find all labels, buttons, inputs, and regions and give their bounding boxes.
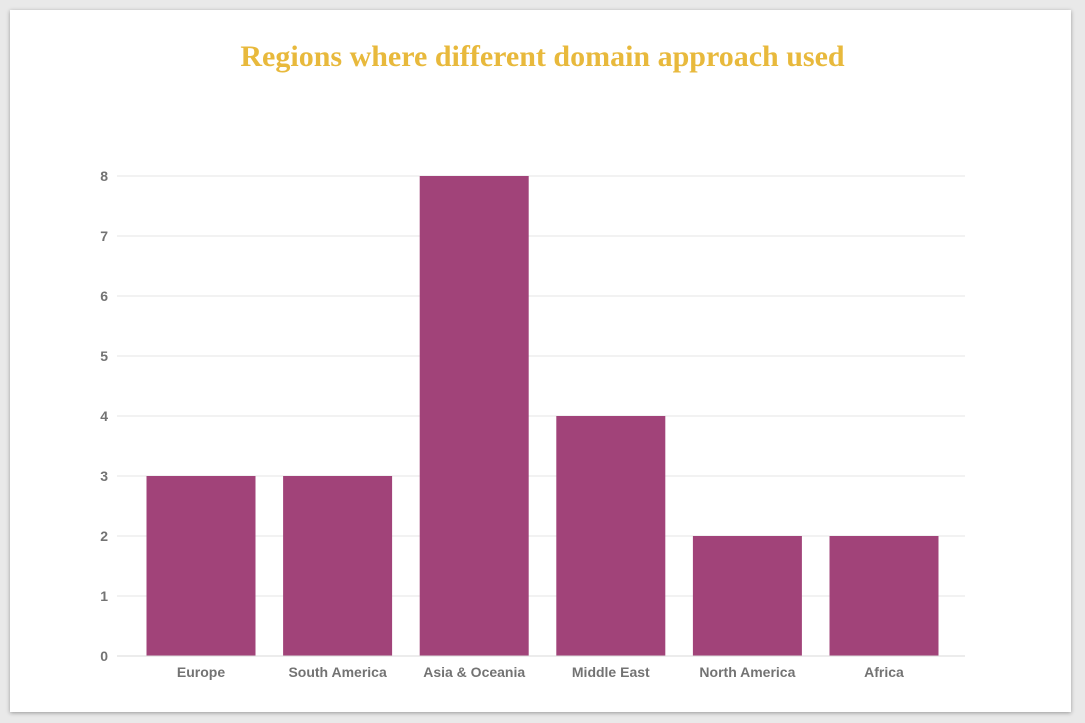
bar[interactable] <box>692 536 802 656</box>
y-tick-label: 1 <box>100 588 108 604</box>
y-tick-label: 0 <box>100 648 108 664</box>
x-axis: Europe South America Asia & Oceania Middle … <box>117 655 965 680</box>
bar[interactable] <box>283 476 393 656</box>
y-axis: 0 1 2 3 4 5 6 7 8 <box>100 168 108 664</box>
y-tick-label: 7 <box>100 228 108 244</box>
y-tick-label: 5 <box>100 348 108 364</box>
x-category-label: Middle East <box>572 664 650 680</box>
y-tick-label: 2 <box>100 528 108 544</box>
x-category-label: Africa <box>864 664 904 680</box>
x-category-label: Asia & Oceania <box>423 664 525 680</box>
gridlines <box>117 175 965 657</box>
bar[interactable] <box>419 176 529 656</box>
x-category-label: Europe <box>177 664 225 680</box>
bars <box>146 176 939 656</box>
y-tick-label: 6 <box>100 288 108 304</box>
x-category-label: North America <box>699 664 795 680</box>
chart-title: Regions where different domain approach … <box>240 40 845 73</box>
y-tick-label: 3 <box>100 468 108 484</box>
bar[interactable] <box>829 536 939 656</box>
y-tick-label: 8 <box>100 168 108 184</box>
x-category-label: South America <box>288 664 386 680</box>
bar[interactable] <box>556 416 666 656</box>
bar[interactable] <box>146 476 256 656</box>
y-tick-label: 4 <box>100 408 108 424</box>
